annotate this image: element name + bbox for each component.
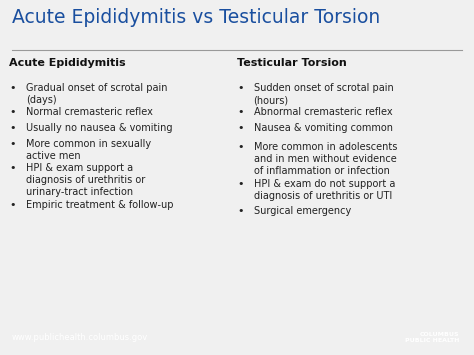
Text: •: • — [237, 179, 244, 189]
Text: HPI & exam do not support a
diagnosis of urethritis or UTI: HPI & exam do not support a diagnosis of… — [254, 179, 395, 201]
Text: •: • — [9, 163, 16, 173]
Text: Surgical emergency: Surgical emergency — [254, 206, 351, 216]
Text: •: • — [9, 200, 16, 210]
Text: Acute Epididymitis vs Testicular Torsion: Acute Epididymitis vs Testicular Torsion — [12, 8, 380, 27]
Text: •: • — [9, 123, 16, 133]
Text: •: • — [9, 107, 16, 117]
Text: •: • — [237, 123, 244, 133]
Text: Abnormal cremasteric reflex: Abnormal cremasteric reflex — [254, 107, 392, 117]
Text: •: • — [9, 83, 16, 93]
Text: COLUMBUS
PUBLIC HEALTH: COLUMBUS PUBLIC HEALTH — [405, 332, 460, 343]
Text: Usually no nausea & vomiting: Usually no nausea & vomiting — [26, 123, 173, 133]
Text: More common in adolescents
and in men without evidence
of inflammation or infect: More common in adolescents and in men wi… — [254, 142, 397, 176]
Text: www.publichealth.columbus.gov: www.publichealth.columbus.gov — [12, 333, 148, 342]
Text: Empiric treatment & follow-up: Empiric treatment & follow-up — [26, 200, 173, 210]
Text: Acute Epididymitis: Acute Epididymitis — [9, 58, 126, 67]
Text: •: • — [237, 107, 244, 117]
Text: Normal cremasteric reflex: Normal cremasteric reflex — [26, 107, 153, 117]
Text: •: • — [9, 139, 16, 149]
Text: •: • — [237, 83, 244, 93]
Text: Testicular Torsion: Testicular Torsion — [237, 58, 347, 67]
Text: Gradual onset of scrotal pain
(days): Gradual onset of scrotal pain (days) — [26, 83, 168, 105]
Text: More common in sexually
active men: More common in sexually active men — [26, 139, 151, 161]
Text: Sudden onset of scrotal pain
(hours): Sudden onset of scrotal pain (hours) — [254, 83, 393, 105]
Text: HPI & exam support a
diagnosis of urethritis or
urinary-tract infection: HPI & exam support a diagnosis of urethr… — [26, 163, 146, 197]
Text: Nausea & vomiting common: Nausea & vomiting common — [254, 123, 392, 133]
Text: •: • — [237, 142, 244, 152]
Text: •: • — [237, 206, 244, 216]
